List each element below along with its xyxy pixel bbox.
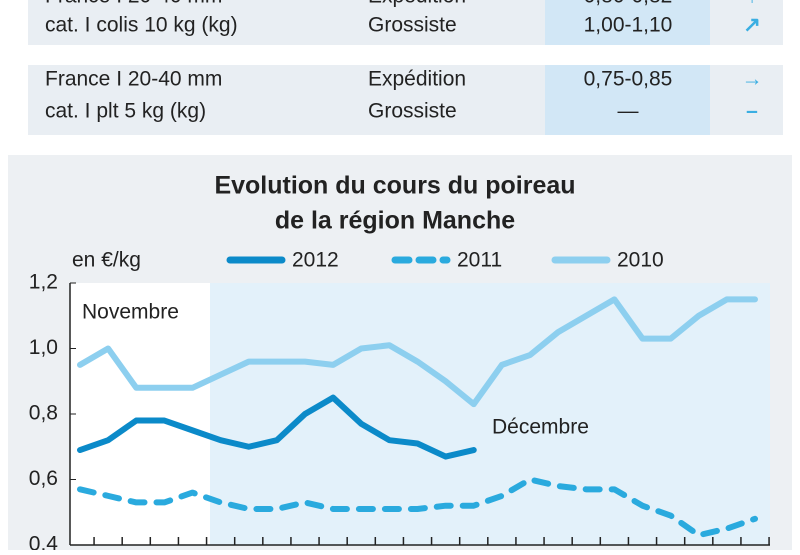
price: — bbox=[618, 100, 639, 123]
series-line bbox=[77, 394, 477, 460]
legend-label: 2011 bbox=[457, 249, 502, 272]
series-line bbox=[77, 296, 758, 408]
product: France I 20-40 mm bbox=[45, 68, 222, 91]
trend: ↑ bbox=[747, 0, 758, 8]
price-column bbox=[545, 0, 710, 135]
y-axis-label: en €/kg bbox=[72, 249, 141, 272]
y-tick-label: 0,4 bbox=[29, 533, 59, 550]
annotation: Décembre bbox=[492, 416, 589, 439]
stage: Grossiste bbox=[368, 14, 457, 37]
legend-label: 2012 bbox=[292, 249, 339, 272]
price: 0,80-0,82 bbox=[584, 0, 673, 8]
product: France I 20-40 mm bbox=[45, 0, 222, 8]
y-tick-label: 0,6 bbox=[29, 467, 58, 490]
product: cat. I plt 5 kg (kg) bbox=[45, 100, 206, 123]
y-tick-label: 0,8 bbox=[29, 402, 58, 425]
chart-title: Evolution du cours du poireau bbox=[214, 172, 575, 200]
trend: → bbox=[742, 68, 763, 91]
stage: Expédition bbox=[368, 0, 466, 8]
trend: – bbox=[746, 100, 758, 123]
price: 0,75-0,85 bbox=[584, 68, 673, 91]
stage: Grossiste bbox=[368, 100, 457, 123]
series-line bbox=[77, 476, 758, 539]
chart-title: de la région Manche bbox=[275, 207, 515, 235]
stage: Expédition bbox=[368, 68, 466, 91]
legend-label: 2010 bbox=[617, 249, 664, 272]
row-gap bbox=[28, 45, 783, 65]
price: 1,00-1,10 bbox=[584, 14, 673, 37]
trend: ↗ bbox=[743, 14, 761, 37]
y-tick-label: 1,2 bbox=[29, 271, 58, 294]
product: cat. I colis 10 kg (kg) bbox=[45, 14, 238, 37]
y-tick-label: 1,0 bbox=[29, 336, 58, 359]
annotation: Novembre bbox=[82, 301, 179, 324]
